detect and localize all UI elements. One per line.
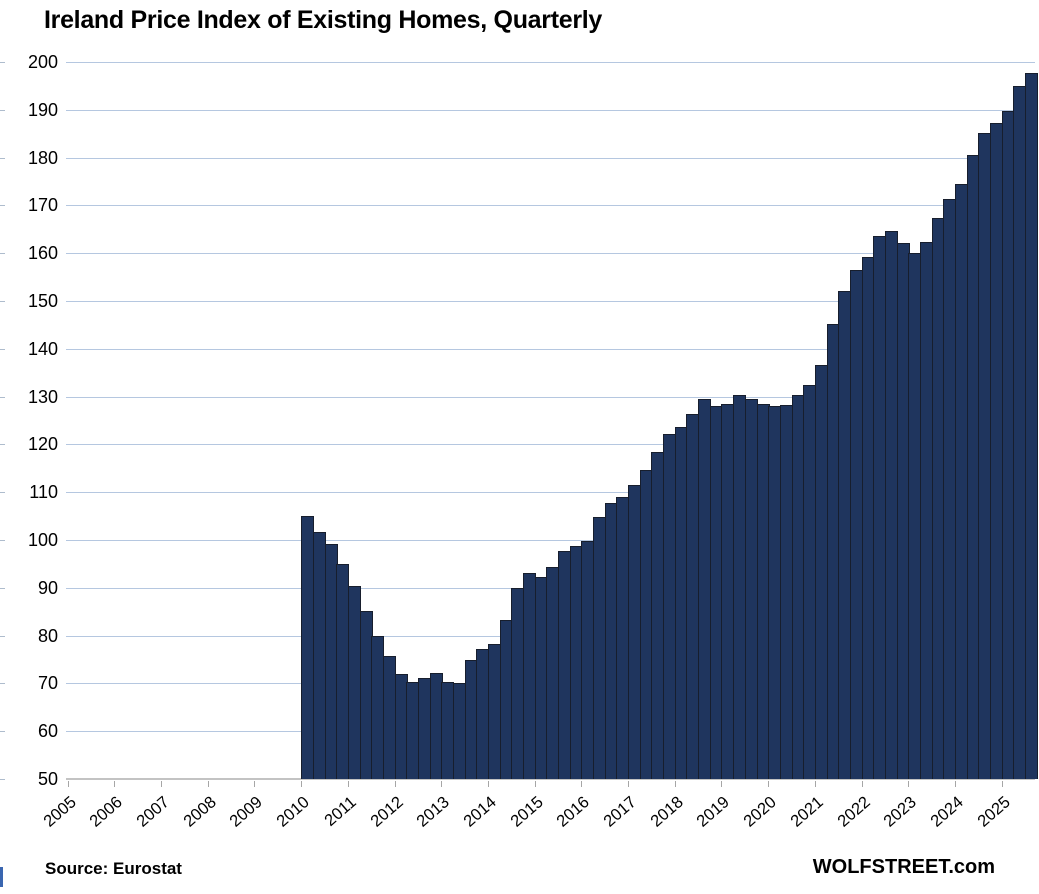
x-axis-tick-2013 xyxy=(441,781,443,787)
x-axis-tick-2016 xyxy=(581,781,583,787)
x-axis-tick-2015 xyxy=(534,781,536,787)
y-axis-label-80: 80 xyxy=(37,625,58,646)
x-axis-tick-2014 xyxy=(487,781,489,787)
x-axis-tick-2011 xyxy=(347,781,349,787)
gridline-120 xyxy=(66,444,1035,446)
x-axis-tick-2010 xyxy=(301,781,303,787)
y-axis-tick xyxy=(0,635,5,637)
y-axis-tick xyxy=(0,492,5,494)
x-axis-tick-2008 xyxy=(207,781,209,787)
plot-area xyxy=(66,62,1039,780)
gridline-200 xyxy=(66,62,1035,63)
y-axis-label-200: 200 xyxy=(27,52,58,72)
y-axis-label-120: 120 xyxy=(27,434,58,455)
y-axis-tick xyxy=(0,205,5,207)
y-axis-tick xyxy=(0,731,5,733)
x-axis-tick-2018 xyxy=(674,781,676,787)
x-axis-tick-2021 xyxy=(814,781,816,787)
x-axis-tick-2006 xyxy=(114,781,116,787)
x-axis-tick-2019 xyxy=(721,781,723,787)
y-axis-tick xyxy=(0,683,5,685)
y-axis-label-190: 190 xyxy=(27,99,58,120)
y-axis-label-170: 170 xyxy=(27,195,58,216)
y-axis-label-100: 100 xyxy=(27,530,58,550)
y-axis-tick xyxy=(0,779,5,780)
y-axis-tick xyxy=(0,444,5,446)
x-axis-tick-2023 xyxy=(908,781,910,787)
gridline-190 xyxy=(66,109,1035,111)
y-axis-label-60: 60 xyxy=(37,721,58,742)
x-axis-tick-2012 xyxy=(394,781,396,787)
x-axis-line xyxy=(66,778,1035,780)
x-axis-tick-2020 xyxy=(768,781,770,787)
y-axis-label-160: 160 xyxy=(27,243,58,264)
y-axis-label-180: 180 xyxy=(27,147,58,168)
y-axis-tick xyxy=(0,540,5,541)
x-axis-tick-2025 xyxy=(1001,781,1003,787)
x-axis-tick-2024 xyxy=(954,781,956,787)
gridline-170 xyxy=(66,205,1035,207)
gridline-150 xyxy=(66,301,1035,302)
corner-accent-mark xyxy=(0,867,3,887)
y-axis-tick xyxy=(0,348,5,350)
gridline-110 xyxy=(66,492,1035,494)
x-axis-tick-2007 xyxy=(161,781,163,787)
y-axis-label-110: 110 xyxy=(29,482,58,503)
source-note: Source: Eurostat xyxy=(45,859,182,878)
gridline-160 xyxy=(66,253,1035,255)
y-axis-tick xyxy=(0,396,5,398)
gridline-180 xyxy=(66,157,1035,159)
y-axis-tick xyxy=(0,253,5,255)
y-axis-label-90: 90 xyxy=(37,577,58,598)
gridline-130 xyxy=(66,396,1035,398)
x-axis-tick-2017 xyxy=(628,781,630,787)
gridline-140 xyxy=(66,348,1035,350)
y-axis-tick xyxy=(0,109,5,111)
gridline-100 xyxy=(66,540,1035,541)
bar-2025Q3 xyxy=(1025,73,1039,779)
y-axis-label-150: 150 xyxy=(27,291,58,311)
x-axis-tick-2005 xyxy=(67,781,69,787)
brand-wordmark: WOLFSTREET.com xyxy=(812,856,995,878)
y-axis-tick xyxy=(0,587,5,589)
y-axis-tick xyxy=(0,62,5,63)
y-axis-label-50: 50 xyxy=(37,769,58,789)
y-axis-tick xyxy=(0,157,5,159)
y-axis-label-140: 140 xyxy=(27,338,58,359)
chart-title: Ireland Price Index of Existing Homes, Q… xyxy=(44,6,603,34)
y-axis-tick xyxy=(0,301,5,302)
y-axis-label-70: 70 xyxy=(37,673,58,694)
x-axis-tick-2009 xyxy=(254,781,256,787)
y-axis-label-130: 130 xyxy=(27,386,58,407)
x-axis-tick-2022 xyxy=(861,781,863,787)
